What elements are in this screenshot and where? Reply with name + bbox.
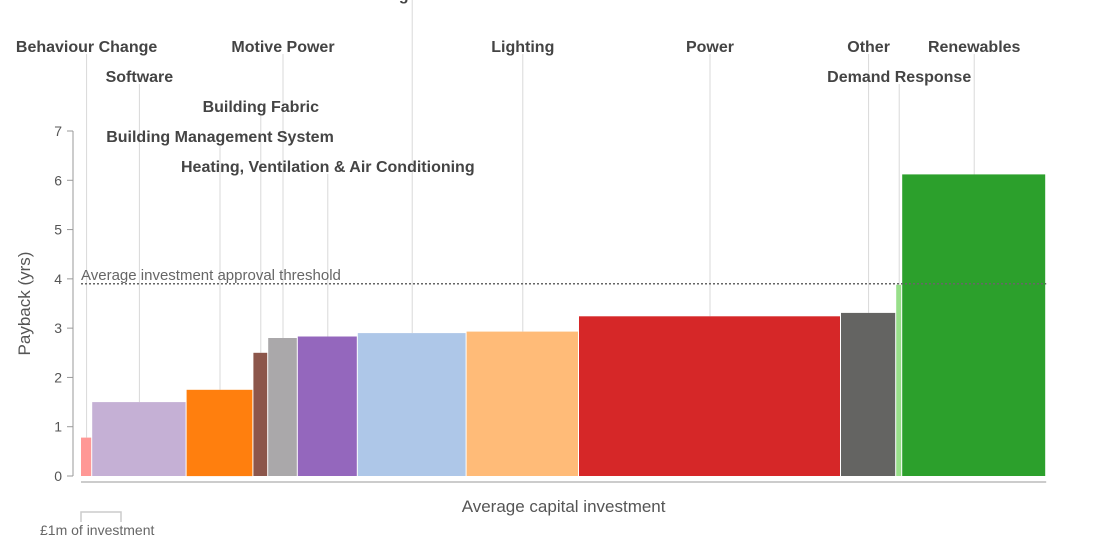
y-axis: 0 1 2 3 4 5 6 7 <box>54 123 74 484</box>
bar-refrigeration <box>357 333 466 476</box>
category-label-motive-power: Motive Power <box>231 39 334 56</box>
bar-building-fabric <box>253 352 268 476</box>
bar-software <box>92 402 186 476</box>
leader-lines <box>86 0 975 438</box>
bar-renewables <box>902 174 1046 476</box>
x-axis-title: Average capital investment <box>462 497 666 516</box>
y-tick-label-6: 6 <box>54 172 62 188</box>
y-tick-label-0: 0 <box>54 468 62 484</box>
bar-power <box>579 316 840 476</box>
y-tick-label-1: 1 <box>54 419 62 435</box>
y-axis-title: Payback (yrs) <box>15 252 34 356</box>
bar-heating-ventilation-and-air-conditioning <box>297 336 357 476</box>
bar-demand-response <box>896 284 902 476</box>
bar-motive-power <box>268 338 297 476</box>
category-label-behaviour-change: Behaviour Change <box>16 39 157 56</box>
category-label-demand-response: Demand Response <box>827 69 971 86</box>
category-label-software: Software <box>106 69 174 86</box>
scale-key: £1m of investment <box>40 511 154 538</box>
category-label-lighting: Lighting <box>491 39 554 56</box>
category-label-power: Power <box>686 39 734 56</box>
bar-building-management-system <box>186 389 253 477</box>
bar-other <box>841 312 896 476</box>
y-tick-label-4: 4 <box>54 271 62 287</box>
bars <box>81 174 1046 477</box>
category-label-refrigeration: Refrigeration <box>362 0 462 4</box>
bar-behaviour-change <box>81 437 92 476</box>
y-tick-label-7: 7 <box>54 123 62 139</box>
y-tick-label-5: 5 <box>54 222 62 238</box>
bar-lighting <box>466 331 578 476</box>
scale-label: £1m of investment <box>40 522 154 538</box>
category-labels: Behaviour Change Software Building Managem… <box>16 0 1021 176</box>
threshold-label: Average investment approval threshold <box>81 267 341 284</box>
category-label-other: Other <box>847 39 890 56</box>
scale-bracket <box>80 511 122 522</box>
category-label-building-fabric: Building Fabric <box>203 99 320 116</box>
y-tick-label-3: 3 <box>54 320 62 336</box>
y-tick-label-2: 2 <box>54 369 62 385</box>
category-label-renewables: Renewables <box>928 39 1021 56</box>
category-label-building-management-system: Building Management System <box>106 129 334 146</box>
category-label-heating-ventilation-and-air-conditioning: Heating, Ventilation & Air Conditioning <box>181 159 475 176</box>
